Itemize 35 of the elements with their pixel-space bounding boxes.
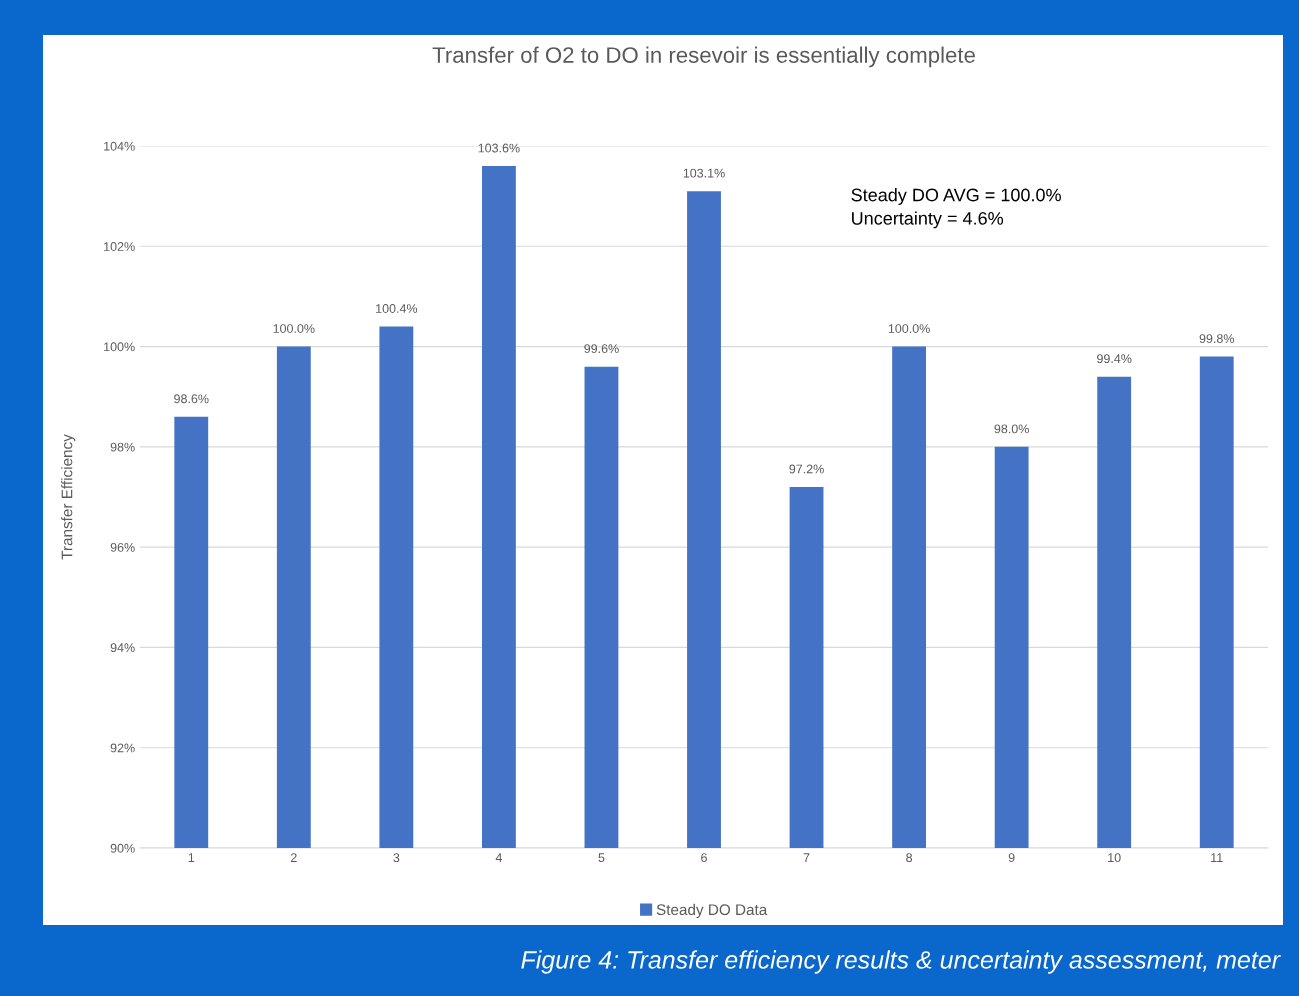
x-tick-label: 6 xyxy=(701,853,707,863)
x-tick-label: 8 xyxy=(906,853,913,863)
y-tick-label: 90% xyxy=(110,843,135,853)
y-tick-label: 100% xyxy=(104,342,135,352)
data-label: 103.1% xyxy=(683,168,725,178)
x-tick-label: 2 xyxy=(290,853,297,862)
x-tick-label: 1 xyxy=(188,853,195,862)
y-axis-title: Transfer Efficiency xyxy=(61,434,76,560)
x-tick-label: 9 xyxy=(1008,853,1015,863)
y-tick-label: 96% xyxy=(110,542,135,552)
data-label: 99.6% xyxy=(584,344,619,354)
data-label: 98.0% xyxy=(994,424,1029,434)
data-label: 103.6% xyxy=(478,143,520,153)
x-tick-label: 4 xyxy=(495,853,503,862)
data-label: 100.0% xyxy=(273,324,315,333)
x-tick-label: 10 xyxy=(1108,853,1121,863)
y-tick-label: 98% xyxy=(110,442,135,452)
chart-title: Transfer of O2 to DO in resevoir is essentially complete xyxy=(432,46,975,68)
caption: Figure 4: Transfer efficiency results & uncertainty assessment, meter xyxy=(521,950,1281,974)
data-label: 100.4% xyxy=(376,304,418,313)
annotation: Steady DO AVG = 100.0% Uncertainty = 4.6% xyxy=(851,188,1061,229)
legend-label: Steady DO Data xyxy=(656,903,768,919)
y-tick-label: 102% xyxy=(104,242,135,251)
data-label: 100.0% xyxy=(888,324,930,333)
y-tick-label: 104% xyxy=(104,141,135,151)
data-label: 97.2% xyxy=(789,464,824,474)
data-label: 98.6% xyxy=(174,394,209,404)
x-tick-label: 7 xyxy=(803,853,810,862)
data-label: 99.8% xyxy=(1199,334,1235,344)
x-tick-label: 5 xyxy=(598,853,605,863)
y-tick-label: 94% xyxy=(110,643,135,653)
y-tick-label: 92% xyxy=(110,743,135,753)
x-tick-label: 3 xyxy=(393,853,400,863)
data-label: 99.4% xyxy=(1097,354,1132,364)
x-tick-label: 11 xyxy=(1211,853,1223,862)
